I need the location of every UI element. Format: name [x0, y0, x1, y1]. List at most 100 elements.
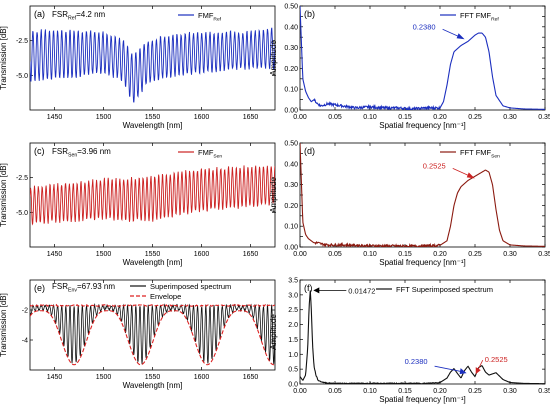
y-tick-label: -4: [22, 338, 28, 345]
arrow-head: [459, 368, 467, 375]
y-tick-label: 0.0: [288, 382, 298, 389]
plot-area: [300, 290, 545, 384]
x-tick-label: 1450: [47, 251, 63, 258]
panel-f: 0.00 0.05 0.10 0.15 0.20 0.25 0.30 0.35 0.0 0.5 1.…: [269, 278, 550, 405]
y-tick-label: -5.0: [16, 210, 28, 217]
x-tick-label: 1450: [47, 114, 63, 121]
y-axis-label: Amplitude: [269, 177, 278, 213]
peak-label: 0.2525: [423, 161, 446, 170]
y-tick-label: -5.0: [16, 73, 28, 80]
y-tick-label: 0.10: [284, 87, 298, 94]
y-tick-label: 2.5: [288, 307, 298, 314]
y-tick-label: 0.50: [284, 4, 298, 11]
panel-b: 0.00 0.05 0.10 0.15 0.20 0.25 0.30 0.35 0.00 0.10…: [269, 4, 550, 131]
fft-line: [300, 290, 545, 384]
legend-label: FFT FMFSen: [460, 148, 500, 159]
panel-label: (a): [34, 9, 45, 19]
x-tick-label: 0.15: [398, 388, 412, 395]
x-tick-label: 1500: [96, 251, 112, 258]
legend-label: FMFRef: [198, 11, 222, 22]
y-tick-label: 2.0: [288, 322, 298, 329]
legend-label-spectrum: Superimposed spectrum: [150, 282, 231, 291]
panel-c: 1450 1500 1550 1600 1650 -2.5 -5.0 Wavelength […: [0, 142, 276, 267]
fft-line: [300, 143, 545, 247]
y-axis-label: Amplitude: [269, 314, 278, 350]
x-tick-label: 0.25: [468, 114, 482, 121]
y-tick-label: 0.10: [284, 224, 298, 231]
x-tick-label: 0.30: [503, 251, 517, 258]
arrow-head: [466, 172, 475, 179]
x-tick-label: 0.35: [538, 114, 550, 121]
arrow-head: [475, 367, 481, 375]
y-tick-label: 0.20: [284, 203, 298, 210]
y-tick-label: 0.40: [284, 24, 298, 31]
fsr-annotation: FSRSen=3.96 nm: [52, 147, 111, 158]
plot-area: [30, 303, 275, 366]
superimposed-spectrum-line: [30, 303, 275, 365]
x-axis-label: Spatial frequency [nm⁻¹]: [379, 395, 465, 404]
panel-a: 1450 1500 1550 1600 1650 -2.5 -5.0 Wavelength […: [0, 5, 276, 130]
y-tick-label: 0.5: [288, 367, 298, 374]
envelope-upper-line: [30, 303, 275, 308]
y-axis-label: Transmission [dB]: [0, 26, 8, 90]
x-tick-label: 1550: [145, 114, 161, 121]
plot-frame: [299, 279, 546, 385]
y-tick-label: 3.5: [288, 278, 298, 285]
y-tick-label: 0.30: [284, 45, 298, 52]
y-tick-label: 0.40: [284, 161, 298, 168]
x-tick-label: 0.00: [293, 388, 307, 395]
x-tick-label: 0.20: [433, 114, 447, 121]
x-tick-label: 0.00: [293, 251, 307, 258]
x-axis-label: Spatial frequency [nm⁻¹]: [379, 121, 465, 130]
x-tick-label: 1500: [96, 374, 112, 381]
x-tick-label: 0.05: [328, 251, 342, 258]
x-tick-label: 1650: [243, 251, 259, 258]
plot-area: [300, 143, 545, 247]
x-axis-label: Wavelength [nm]: [123, 381, 183, 390]
y-tick-label: 3.0: [288, 292, 298, 299]
arrow-head: [313, 287, 320, 294]
plot-frame: [29, 142, 276, 248]
fsr-annotation: FSRRef=4.2 nm: [52, 10, 106, 21]
arrow-line: [434, 365, 465, 373]
y-tick-label: 0.50: [284, 141, 298, 148]
x-tick-label: 1650: [243, 114, 259, 121]
x-tick-label: 0.10: [363, 251, 377, 258]
panel-d: 0.00 0.05 0.10 0.15 0.20 0.25 0.30 0.35 0.00 0.10…: [269, 141, 550, 268]
legend-label-envelope: Envelope: [150, 292, 181, 301]
peak-label: 0.2380: [405, 357, 428, 366]
y-tick-label: -2: [22, 308, 28, 315]
fft-line: [300, 6, 545, 110]
y-tick-label: 0.20: [284, 66, 298, 73]
x-tick-label: 0.10: [363, 114, 377, 121]
y-tick-label: -2.5: [16, 38, 28, 45]
x-tick-label: 0.30: [503, 388, 517, 395]
x-tick-label: 1600: [194, 251, 210, 258]
x-axis-label: Spatial frequency [nm⁻¹]: [379, 258, 465, 267]
envelope-lower-line: [30, 310, 275, 366]
x-tick-label: 1500: [96, 114, 112, 121]
plot-frame: [299, 142, 546, 248]
y-axis-label: Amplitude: [269, 40, 278, 76]
panel-e: 1450 1500 1550 1600 1650 -2 -4 Wavelength [nm] T…: [0, 279, 276, 390]
x-tick-label: 0.20: [433, 251, 447, 258]
x-tick-label: 0.25: [468, 251, 482, 258]
x-tick-label: 1650: [243, 374, 259, 381]
y-tick-label: 0.00: [284, 108, 298, 115]
y-tick-label: 0.00: [284, 245, 298, 252]
x-tick-label: 0.25: [468, 388, 482, 395]
spectrum-line: [30, 27, 275, 103]
peak-label: 0.2525: [485, 355, 508, 364]
legend-label: FFT FMFRef: [460, 11, 499, 22]
x-axis-label: Wavelength [nm]: [123, 121, 183, 130]
x-tick-label: 0.10: [363, 388, 377, 395]
plot-area: [30, 165, 275, 226]
x-tick-label: 1450: [47, 374, 63, 381]
x-tick-label: 0.35: [538, 388, 550, 395]
x-tick-label: 0.00: [293, 114, 307, 121]
y-axis-label: Transmission [dB]: [0, 293, 8, 357]
x-tick-label: 0.05: [328, 114, 342, 121]
plot-area: [30, 27, 275, 103]
x-tick-label: 0.15: [398, 251, 412, 258]
